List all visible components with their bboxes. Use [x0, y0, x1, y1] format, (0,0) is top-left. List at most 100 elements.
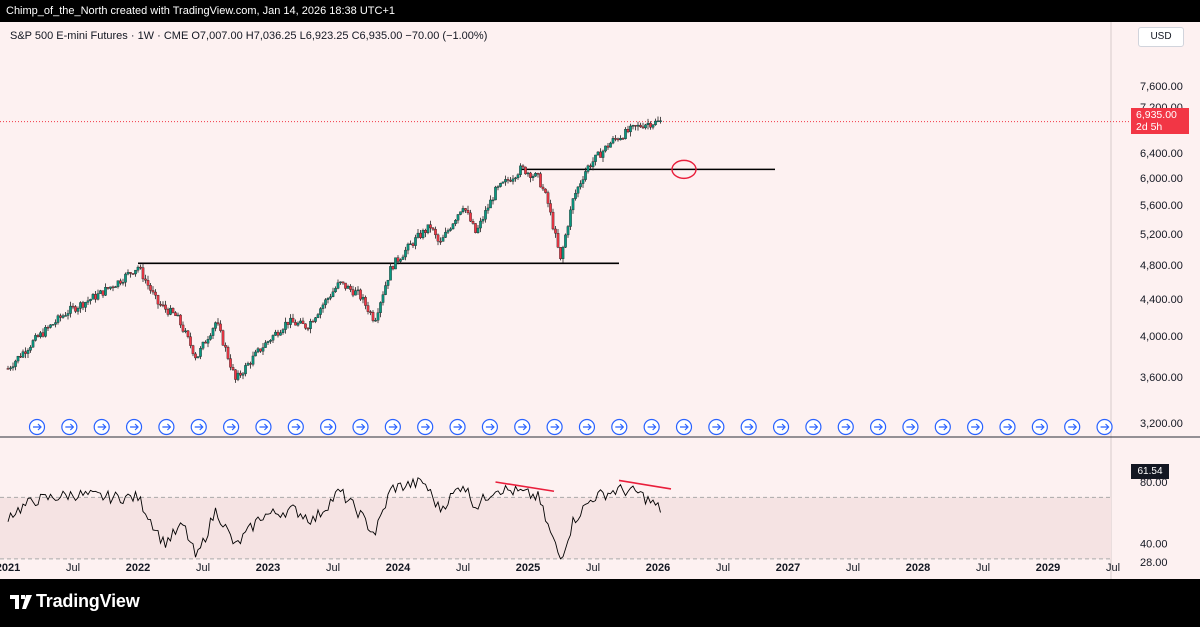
candle-body [336, 282, 340, 289]
candle-body [649, 122, 652, 128]
candle-body [181, 324, 185, 332]
candle-body [464, 208, 467, 211]
candle-body [571, 198, 575, 211]
candle-body [469, 212, 472, 222]
time-axis-tick: 2022 [126, 562, 150, 574]
candle-body [276, 331, 280, 336]
candle-body [231, 367, 235, 370]
candle-body [264, 342, 267, 348]
candle-body [61, 315, 65, 318]
time-axis-tick: Jul [846, 562, 860, 574]
candle-body [364, 297, 367, 306]
candle-body [496, 186, 500, 188]
session-arrow-glyph [291, 423, 301, 431]
session-arrow-glyph [194, 423, 204, 431]
candle-body [616, 138, 620, 141]
candle-body [136, 266, 140, 271]
candle-body [396, 257, 400, 262]
creator-bar: Chimp_of_the_North created with TradingV… [0, 0, 1200, 22]
candle-body [421, 230, 425, 238]
candle-body [84, 302, 87, 308]
candle-body [164, 304, 167, 310]
candle-body [494, 186, 497, 201]
session-arrow-glyph [227, 423, 236, 431]
session-arrow-glyph [938, 423, 948, 431]
chart-canvas[interactable]: 7,600.007,200.006,400.006,000.005,600.00… [0, 22, 1200, 579]
candle-body [634, 125, 637, 127]
candle-body [371, 311, 375, 321]
candle-body [56, 315, 60, 323]
candle-body [254, 351, 257, 357]
candle-body [306, 327, 310, 330]
candle-body [296, 322, 300, 326]
candle-body [49, 324, 52, 328]
session-arrow-glyph [421, 423, 431, 431]
candle-body [589, 165, 592, 168]
candle-body [156, 294, 160, 305]
candle-body [646, 122, 650, 126]
candle-body [141, 267, 145, 280]
candle-body [216, 322, 220, 325]
candle-body [564, 234, 567, 248]
candle-body [64, 315, 67, 317]
candle-body [511, 178, 515, 182]
candle-body [326, 298, 330, 300]
time-axis-tick: 2025 [516, 562, 540, 574]
candle-body [354, 290, 357, 296]
candle-body [169, 307, 172, 315]
candle-body [599, 151, 602, 158]
candle-body [536, 172, 540, 175]
candle-body [221, 330, 225, 346]
price-axis-tick: 3,200.00 [1140, 418, 1183, 430]
candle-body [474, 223, 477, 233]
candle-body [394, 257, 397, 270]
candle-body [161, 304, 165, 307]
candle-body [129, 272, 132, 274]
session-arrow-glyph [615, 423, 625, 431]
candle-body [524, 166, 527, 175]
candle-body [91, 294, 95, 300]
candle-body [534, 172, 537, 177]
price-axis-tick: 4,800.00 [1140, 260, 1183, 272]
candle-body [101, 290, 105, 296]
session-arrow-glyph [841, 423, 851, 431]
candle-body [619, 137, 622, 141]
candle-body [271, 335, 275, 341]
session-arrow-glyph [777, 423, 786, 431]
candle-body [591, 161, 595, 168]
time-axis-tick: Jul [716, 562, 730, 574]
candle-body [334, 288, 337, 293]
candle-body [71, 305, 75, 308]
candle-body [41, 332, 45, 337]
candle-body [116, 280, 120, 287]
candle-body [554, 228, 557, 234]
candle-body [409, 243, 412, 245]
candle-body [551, 211, 555, 230]
session-arrow-glyph [33, 423, 42, 431]
rsi-divergence-line [618, 479, 672, 490]
session-arrow-glyph [518, 423, 528, 431]
candle-body [519, 165, 522, 175]
candle-body [151, 290, 155, 293]
candle-body [214, 322, 217, 329]
candle-body [399, 259, 402, 262]
price-axis-tick: 6,400.00 [1140, 148, 1183, 160]
chart-area[interactable]: 7,600.007,200.006,400.006,000.005,600.00… [0, 22, 1200, 579]
candle-body [466, 210, 470, 214]
candle-body [391, 266, 395, 270]
candle-body [189, 336, 192, 346]
candle-body [329, 296, 332, 299]
candle-body [604, 145, 607, 152]
candle-body [574, 193, 577, 199]
currency-button[interactable]: USD [1138, 27, 1184, 47]
candle-body [146, 280, 150, 286]
tradingview-logo[interactable]: TradingView [10, 591, 140, 614]
candle-body [516, 174, 520, 179]
candle-body [521, 165, 525, 168]
candle-body [301, 320, 305, 325]
candle-body [439, 241, 442, 243]
candle-body [356, 289, 360, 292]
price-axis-tick: 7,600.00 [1140, 81, 1183, 93]
candle-body [269, 339, 272, 342]
time-axis-tick: 2028 [906, 562, 930, 574]
